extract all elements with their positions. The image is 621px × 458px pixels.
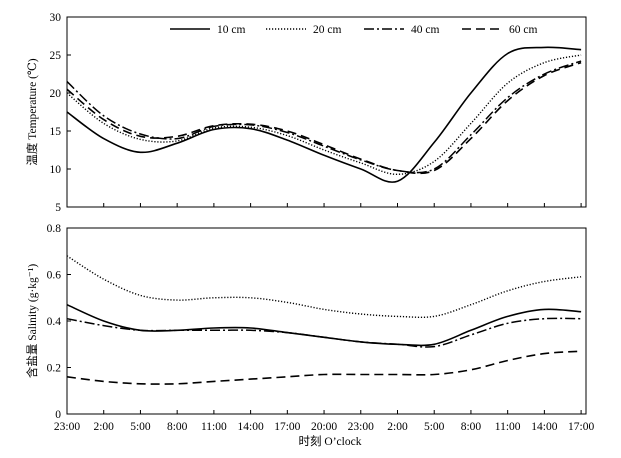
y-tick-label: 20 — [50, 88, 62, 100]
x-tick-label: 8:00 — [461, 421, 482, 433]
x-tick-label: 14:00 — [531, 421, 557, 433]
series-line-2 — [66, 255, 582, 319]
y-tick-label: 0.2 — [47, 363, 62, 375]
x-tick-label: 23:00 — [54, 421, 80, 433]
chart-panel-1: 5 10 15 20 25 30 温度 Temperature (℃) 10 cm 20 cm 4… — [25, 12, 587, 214]
x-tick-label: 17:00 — [568, 421, 594, 433]
series-line-2 — [66, 54, 582, 176]
series-line-1 — [66, 46, 582, 183]
y-tick-label: 0.4 — [47, 316, 62, 328]
legend: 10 cm 20 cm 40 cm 60 cm — [170, 24, 537, 36]
plot-frame — [66, 16, 587, 208]
y-tick-label: 25 — [50, 50, 62, 62]
y-tick-label: 30 — [50, 12, 62, 24]
x-tick-label: 11:00 — [201, 421, 227, 433]
x-tick-label: 2:00 — [93, 421, 114, 433]
series-line-4 — [66, 350, 582, 385]
series-line-3 — [66, 317, 582, 348]
y-tick-label: 0 — [55, 409, 61, 421]
legend-label: 40 cm — [411, 24, 439, 36]
x-tick-label: 14:00 — [238, 421, 264, 433]
legend-label: 60 cm — [509, 24, 537, 36]
y-axis-title: 温度 Temperature (℃) — [25, 58, 39, 165]
series-line-1 — [66, 303, 582, 347]
x-tick-label: 11:00 — [495, 421, 521, 433]
plot-frame — [66, 227, 587, 415]
y-axis-title: 含盐量 Salinity (g·kg⁻¹) — [25, 264, 39, 378]
y-tick-label: 5 — [55, 202, 61, 214]
y-tick-label: 15 — [50, 126, 62, 138]
x-tick-label: 2:00 — [387, 421, 408, 433]
x-tick-label: 5:00 — [130, 421, 151, 433]
y-tick-label: 0.6 — [47, 270, 62, 282]
legend-label: 20 cm — [313, 24, 341, 36]
x-tick-label: 5:00 — [424, 421, 445, 433]
x-tick-label: 17:00 — [274, 421, 300, 433]
x-tick-label: 23:00 — [348, 421, 374, 433]
x-axis-title: 时刻 O’clock — [299, 434, 362, 448]
chart-panels: 5 10 15 20 25 30 温度 Temperature (℃) 10 cm 20 cm 4… — [25, 12, 594, 433]
x-tick-label: 8:00 — [167, 421, 188, 433]
legend-label: 10 cm — [217, 24, 245, 36]
y-tick-label: 10 — [50, 164, 62, 176]
series-line-4 — [66, 61, 582, 175]
chart-panel-2: 0 0.2 0.4 0.6 0.8 含盐量 Salinity (g·kg⁻¹) 23:00 2… — [25, 223, 594, 433]
y-tick-label: 0.8 — [47, 223, 62, 235]
x-tick-label: 20:00 — [311, 421, 337, 433]
